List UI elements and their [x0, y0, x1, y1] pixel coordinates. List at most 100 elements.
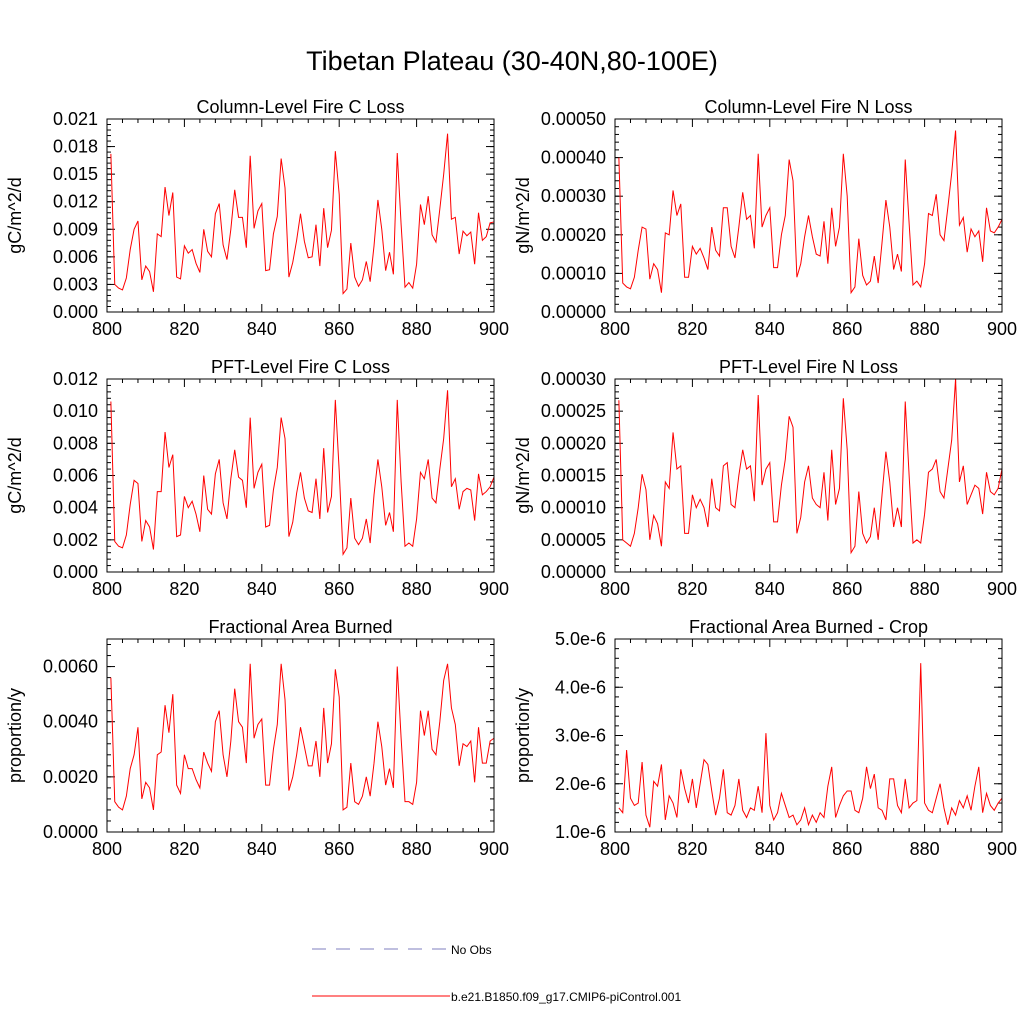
panel-5: Fractional Area Burned proportion/y 800 820… [5, 617, 509, 859]
series-line [110, 390, 495, 556]
series-line [618, 378, 1003, 555]
panel-title: Fractional Area Burned - Crop [689, 617, 928, 637]
x-tick-label: 880 [402, 319, 432, 339]
x-tick-label: 820 [677, 839, 707, 859]
y-tick-label: 0.00050 [541, 109, 606, 129]
y-tick-label: 0.00010 [541, 498, 606, 518]
y-tick-label: 5.0e-6 [555, 629, 606, 649]
x-tick-label: 800 [600, 579, 630, 599]
y-tick-label: 0.021 [53, 109, 98, 129]
y-tick-label: 0.00040 [541, 148, 606, 168]
x-tick-label: 800 [92, 839, 122, 859]
x-tick-label: 860 [832, 839, 862, 859]
plot-frame [614, 378, 1003, 573]
x-tick-label: 880 [402, 839, 432, 859]
panel-6: Fractional Area Burned - Crop proportion/… [513, 617, 1017, 859]
x-tick-label: 880 [910, 579, 940, 599]
panel-title: PFT-Level Fire N Loss [719, 357, 898, 377]
y-tick-label: 0.006 [53, 466, 98, 486]
y-axis-label: gC/m^2/d [5, 177, 25, 253]
legend: No Obs b.e21.B1850.f09_g17.CMIP6-piContr… [312, 943, 681, 1004]
panel-title: Fractional Area Burned [208, 617, 392, 637]
y-tick-label: 0.00025 [541, 401, 606, 421]
x-tick-label: 900 [987, 839, 1017, 859]
x-tick-label: 800 [600, 319, 630, 339]
y-axis-label: proportion/y [5, 688, 25, 783]
x-tick-label: 840 [247, 319, 277, 339]
y-tick-label: 0.00020 [541, 225, 606, 245]
x-tick-label: 820 [169, 319, 199, 339]
series-line [110, 133, 495, 295]
y-tick-label: 0.015 [53, 164, 98, 184]
plot-frame [614, 118, 1003, 313]
y-axis-label: gN/m^2/d [513, 437, 533, 513]
x-tick-label: 860 [324, 579, 354, 599]
y-tick-label: 0.00000 [541, 302, 606, 322]
y-tick-label: 1.0e-6 [555, 822, 606, 842]
plot-frame [614, 638, 1003, 833]
x-tick-label: 900 [987, 579, 1017, 599]
panel-4: PFT-Level Fire N Loss gN/m^2/d 800 820 840 86… [513, 357, 1017, 599]
x-tick-label: 820 [677, 319, 707, 339]
x-tick-label: 900 [479, 579, 509, 599]
legend-label-no-obs: No Obs [451, 943, 492, 957]
y-tick-label: 0.002 [53, 530, 98, 550]
x-tick-label: 820 [169, 839, 199, 859]
y-axis-label: gC/m^2/d [5, 437, 25, 513]
y-axis-label: proportion/y [513, 688, 533, 783]
y-tick-label: 0.0040 [43, 712, 98, 732]
legend-label-model: b.e21.B1850.f09_g17.CMIP6-piControl.001 [451, 990, 681, 1004]
y-tick-label: 3.0e-6 [555, 726, 606, 746]
x-tick-label: 840 [755, 579, 785, 599]
series-line [618, 663, 1003, 828]
x-tick-label: 900 [479, 839, 509, 859]
x-tick-label: 800 [92, 579, 122, 599]
panel-title: Column-Level Fire C Loss [196, 97, 404, 117]
x-tick-label: 860 [832, 319, 862, 339]
x-tick-label: 840 [755, 839, 785, 859]
y-tick-label: 0.009 [53, 219, 98, 239]
x-tick-label: 800 [92, 319, 122, 339]
x-tick-label: 820 [169, 579, 199, 599]
y-tick-label: 0.003 [53, 274, 98, 294]
y-tick-label: 0.012 [53, 192, 98, 212]
y-tick-label: 0.00030 [541, 186, 606, 206]
figure-title: Tibetan Plateau (30-40N,80-100E) [306, 46, 718, 76]
y-tick-label: 0.000 [53, 302, 98, 322]
y-tick-label: 4.0e-6 [555, 677, 606, 697]
plot-frame [106, 118, 495, 313]
y-tick-label: 0.00030 [541, 369, 606, 389]
x-tick-label: 900 [479, 319, 509, 339]
x-tick-label: 840 [247, 579, 277, 599]
y-tick-label: 0.00015 [541, 466, 606, 486]
y-tick-label: 0.012 [53, 369, 98, 389]
x-tick-label: 840 [247, 839, 277, 859]
panel-1: Column-Level Fire C Loss gC/m^2/d 800 820 84… [5, 97, 509, 339]
y-tick-label: 0.00005 [541, 530, 606, 550]
x-tick-label: 840 [755, 319, 785, 339]
plot-frame [106, 378, 495, 573]
panel-title: PFT-Level Fire C Loss [211, 357, 390, 377]
panel-2: Column-Level Fire N Loss gN/m^2/d 800 820 84… [513, 97, 1017, 339]
y-tick-label: 0.018 [53, 137, 98, 157]
y-axis-label: gN/m^2/d [513, 177, 533, 253]
series-line [618, 130, 1003, 295]
x-tick-label: 900 [987, 319, 1017, 339]
y-tick-label: 0.006 [53, 247, 98, 267]
y-tick-label: 0.0060 [43, 657, 98, 677]
y-tick-label: 0.0000 [43, 822, 98, 842]
panels: Column-Level Fire C Loss gC/m^2/d 800 820 84… [5, 97, 1017, 859]
x-tick-label: 860 [832, 579, 862, 599]
panel-3: PFT-Level Fire C Loss gC/m^2/d 800 820 840 86… [5, 357, 509, 599]
x-tick-label: 860 [324, 839, 354, 859]
y-tick-label: 0.00000 [541, 562, 606, 582]
x-tick-label: 880 [910, 839, 940, 859]
x-tick-label: 860 [324, 319, 354, 339]
y-tick-label: 0.00010 [541, 263, 606, 283]
y-tick-label: 0.010 [53, 401, 98, 421]
x-tick-label: 880 [402, 579, 432, 599]
y-tick-label: 0.00020 [541, 433, 606, 453]
x-tick-label: 820 [677, 579, 707, 599]
y-tick-label: 0.008 [53, 433, 98, 453]
